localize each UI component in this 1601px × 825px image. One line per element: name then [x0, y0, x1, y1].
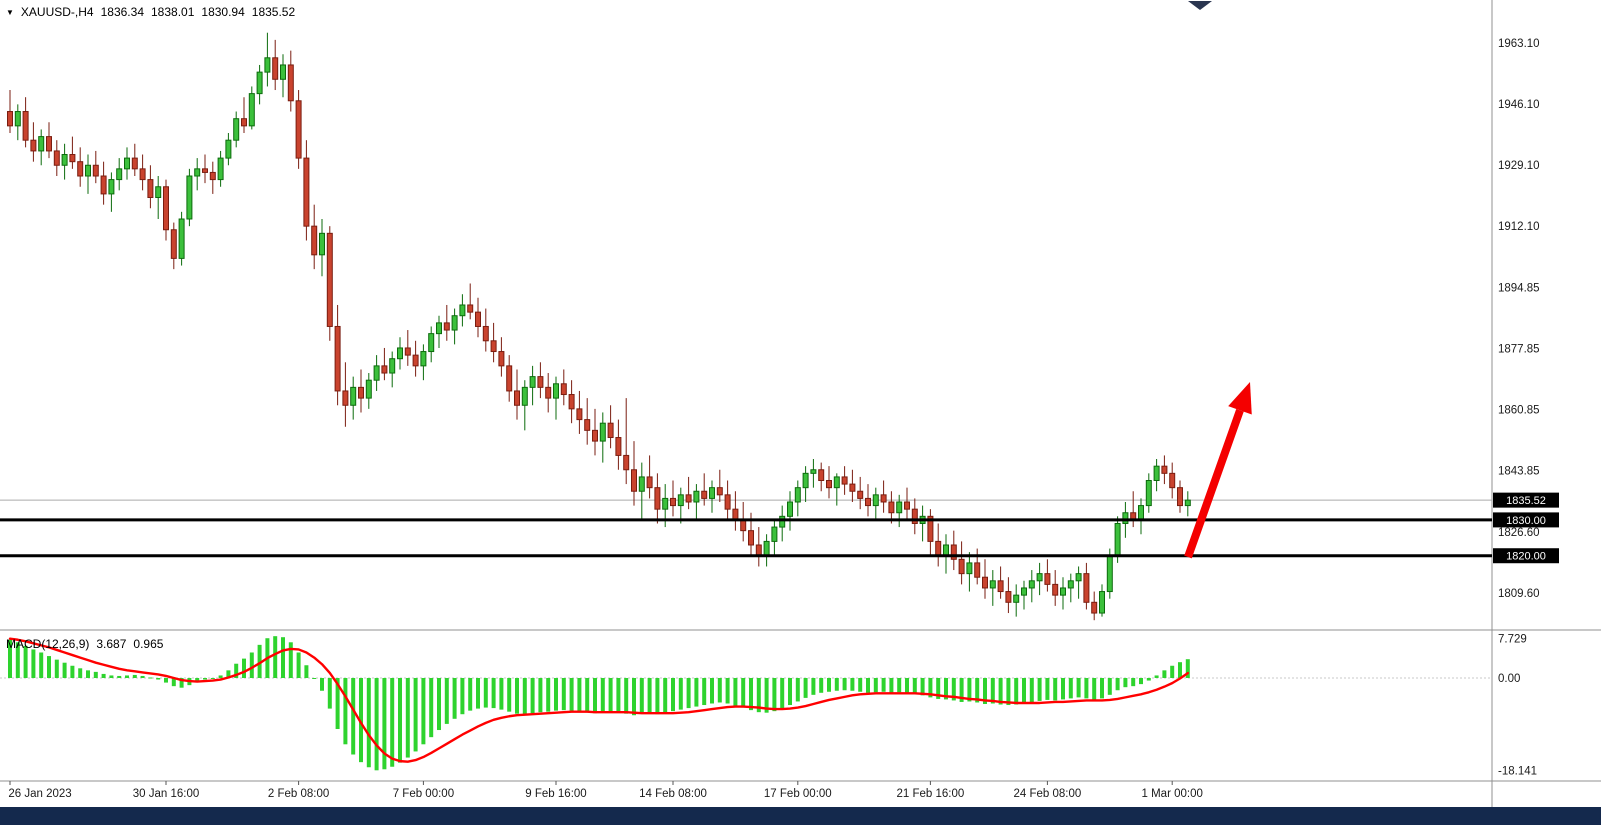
level-price-badge-text: 1830.00 — [1506, 515, 1546, 527]
price-axis-label: 1912.10 — [1498, 221, 1540, 233]
current-price-badge — [1493, 492, 1559, 508]
price-axis-label: 1826.60 — [1498, 527, 1540, 539]
time-axis-label: 2 Feb 08:00 — [268, 788, 329, 800]
current-price-badge-text: 1835.52 — [1506, 495, 1546, 507]
chart-shift-marker-icon[interactable] — [1188, 1, 1212, 10]
price-axis[interactable]: 1963.10 1946.10 1929.10 1912.10 1894.85 1877.… — [1498, 38, 1540, 777]
trend-arrow-head[interactable] — [1228, 382, 1252, 415]
price-axis-label: 1809.60 — [1498, 588, 1540, 600]
time-axis-label: 21 Feb 16:00 — [897, 788, 965, 800]
time-axis-label: 7 Feb 00:00 — [393, 788, 454, 800]
price-axis-label: 1929.10 — [1498, 160, 1540, 172]
trend-arrow[interactable] — [1184, 408, 1244, 559]
ohlc-close: 1835.52 — [251, 5, 296, 19]
price-axis-label: 1946.10 — [1498, 99, 1540, 111]
macd-signal-line — [8, 637, 1190, 763]
macd-name: MACD(12,26,9) — [6, 637, 90, 651]
time-axis-label: 14 Feb 08:00 — [639, 788, 707, 800]
chart-header: ▼ XAUUSD-,H4 1836.34 1838.01 1830.94 183… — [6, 5, 295, 19]
macd-histogram — [8, 636, 1190, 771]
time-axis-label: 17 Feb 00:00 — [764, 788, 832, 800]
ohlc-low: 1830.94 — [201, 5, 245, 19]
macd-signal-value: 0.965 — [133, 637, 164, 651]
level-price-badge-text: 1820.00 — [1506, 551, 1546, 563]
price-axis-label: 1877.85 — [1498, 343, 1540, 355]
time-axis-label: 30 Jan 16:00 — [133, 788, 200, 800]
macd-axis-label: -18.141 — [1498, 766, 1537, 778]
price-axis-label: 1860.85 — [1498, 404, 1540, 416]
time-axis-label: 1 Mar 00:00 — [1142, 788, 1203, 800]
macd-axis-label: 0.00 — [1498, 673, 1520, 685]
macd-indicator-label: MACD(12,26,9) 3.687 0.965 — [6, 637, 163, 651]
ohlc-high: 1838.01 — [151, 5, 195, 19]
bottom-bar — [0, 807, 1601, 825]
price-axis-label: 1894.85 — [1498, 283, 1540, 295]
symbol-period-label: XAUUSD-,H4 — [20, 5, 94, 19]
macd-axis-label: 7.729 — [1498, 634, 1527, 646]
time-axis-label: 24 Feb 08:00 — [1014, 788, 1082, 800]
macd-value: 3.687 — [96, 637, 127, 651]
candlestick-series — [7, 32, 1191, 621]
time-axis-label: 26 Jan 2023 — [8, 788, 71, 800]
time-axis-label: 9 Feb 16:00 — [525, 788, 586, 800]
price-axis-label: 1963.10 — [1498, 38, 1540, 50]
chart-menu-icon[interactable]: ▼ — [6, 8, 14, 17]
price-axis-label: 1843.85 — [1498, 465, 1540, 477]
level-price-badge — [1493, 512, 1559, 528]
level-price-badge — [1493, 548, 1559, 564]
ohlc-open: 1836.34 — [100, 5, 144, 19]
time-axis[interactable]: 26 Jan 2023 30 Jan 16:00 2 Feb 08:00 7 Feb … — [8, 781, 1203, 800]
